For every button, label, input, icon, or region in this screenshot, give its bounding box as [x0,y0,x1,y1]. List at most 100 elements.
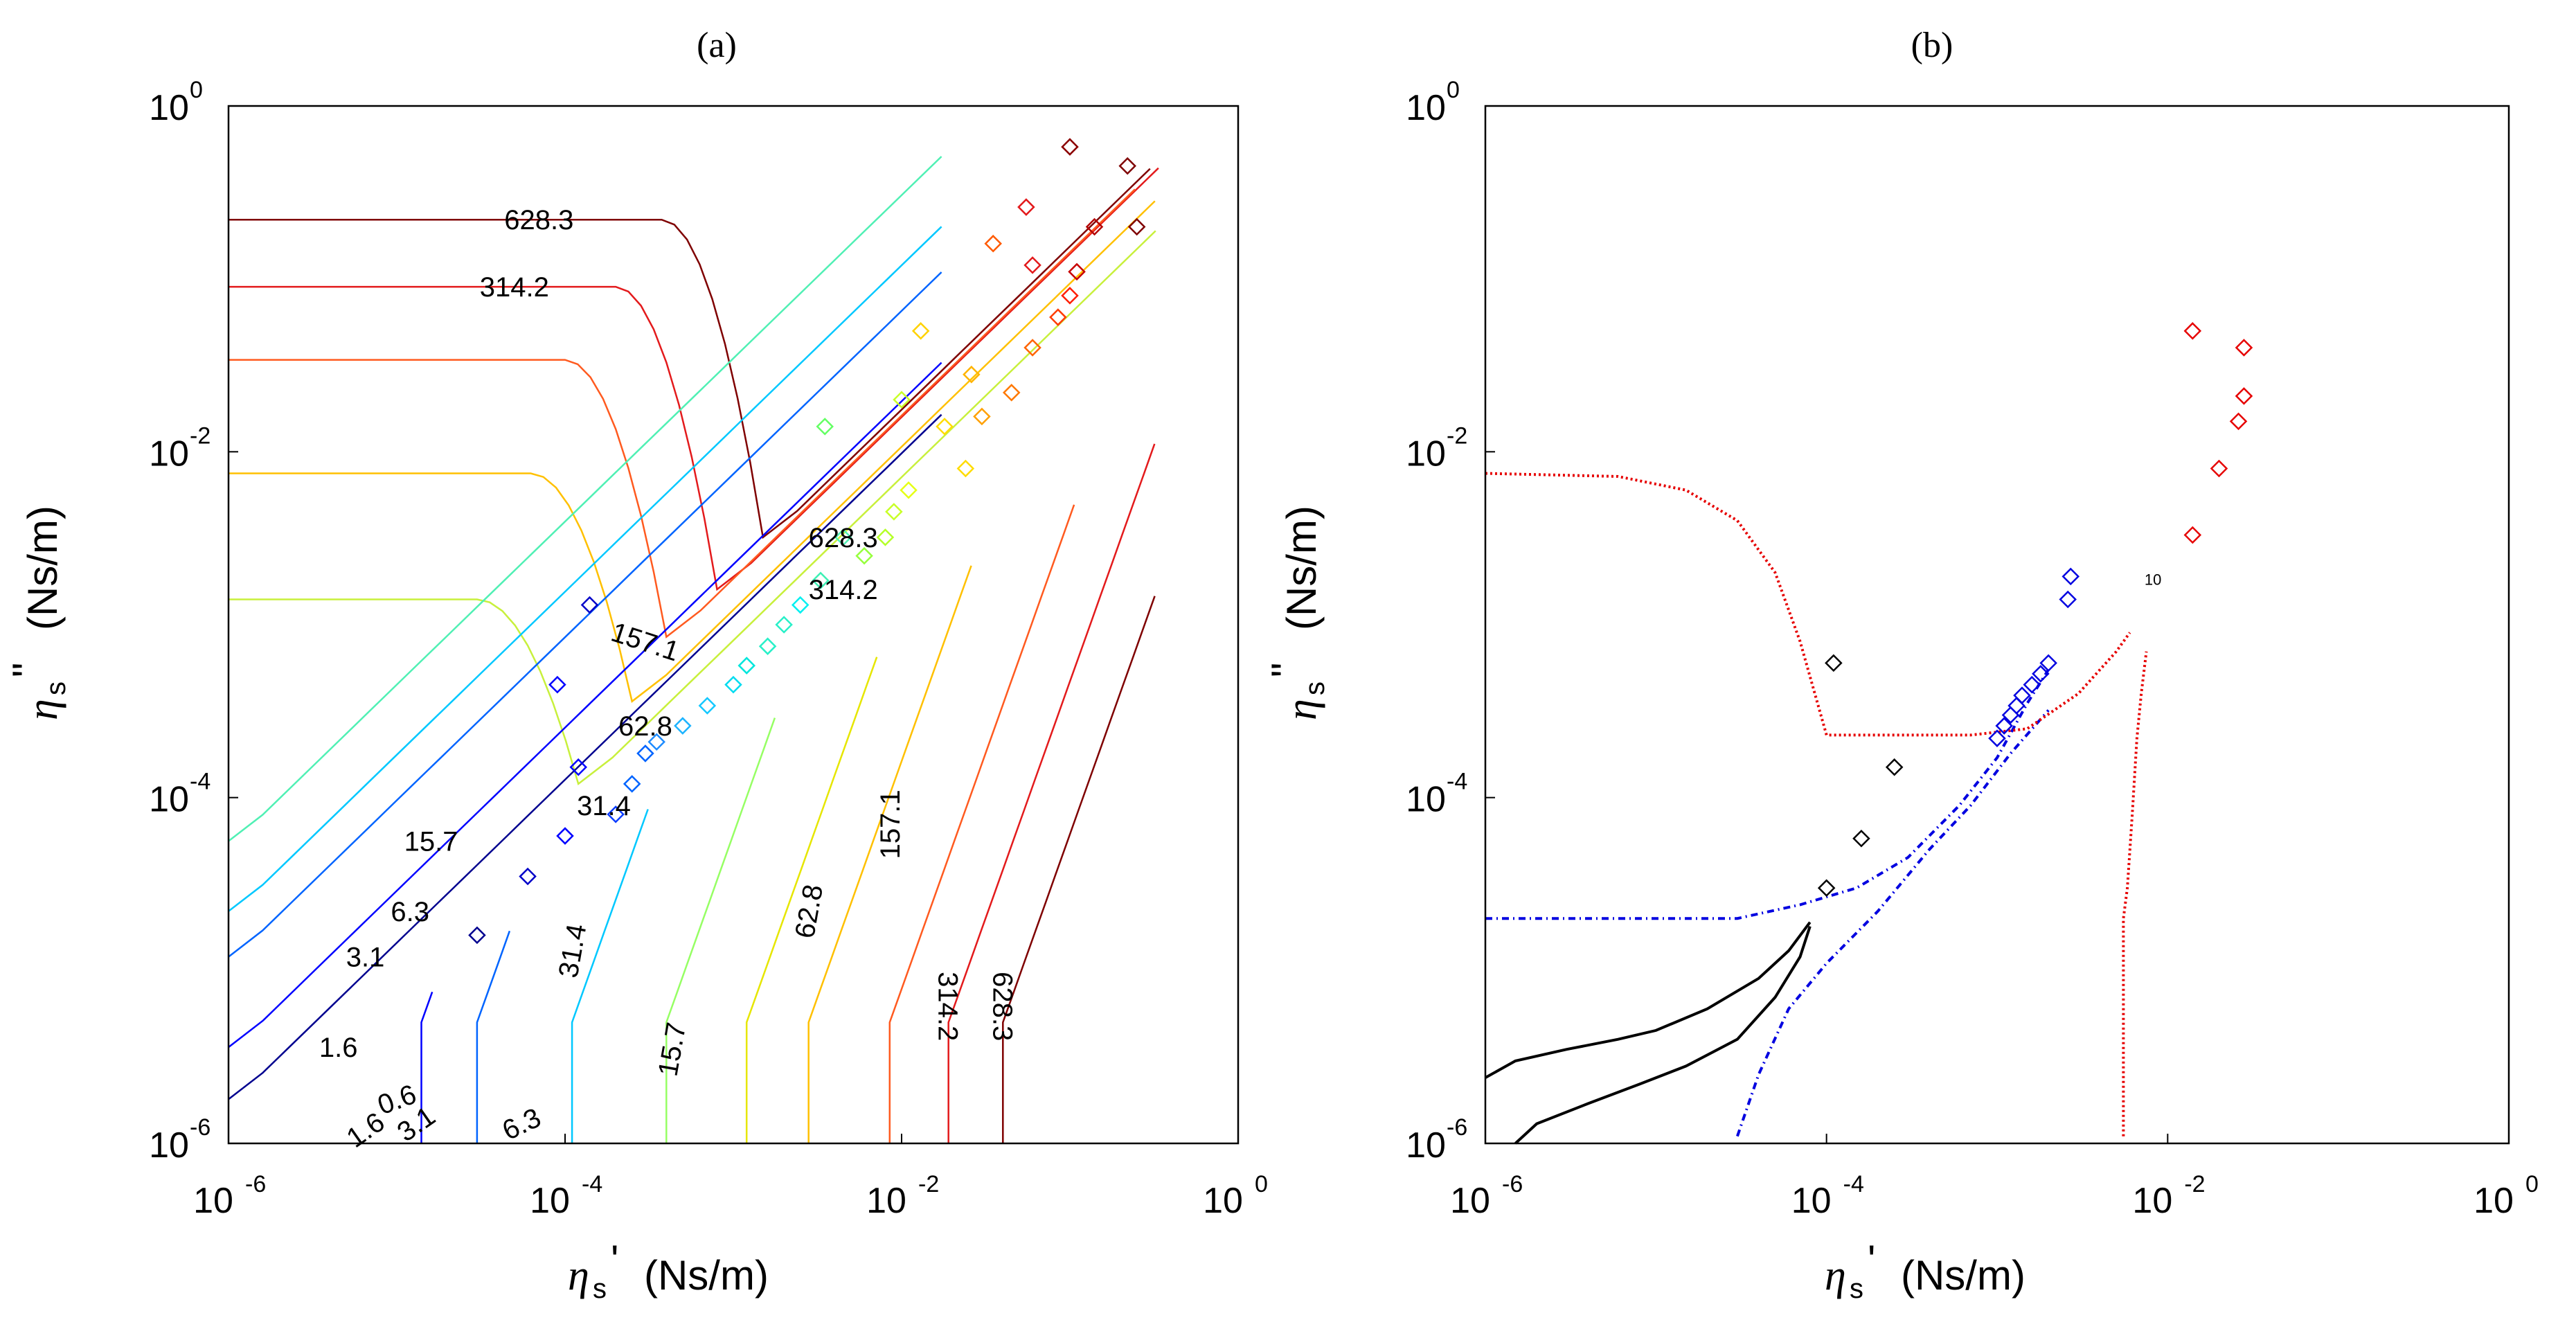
panel-b-xlabel-mark: ' [1868,1237,1875,1283]
contour-label: 6.3 [498,1103,546,1146]
y-tick-exponent: -2 [190,422,211,449]
red-marker [2235,339,2253,357]
black-marker [1852,829,1870,848]
contour-label: 3.1 [346,943,385,973]
contour-label: 157.1 [875,790,906,859]
blue-contour-v [1736,709,2050,1137]
data-marker [900,481,918,499]
contour-line [228,156,942,842]
contour-line [571,809,649,1143]
blue-marker [1988,729,2006,747]
contour-line [229,168,1151,539]
panel-a-title: (a) [697,26,737,65]
data-marker [758,637,777,655]
data-marker [963,365,981,384]
data-marker [885,503,903,521]
panel-b-ticks: 10 -6 10 -4 10 -2 10 010 -610 -410 -210 0 [1406,77,2539,1221]
x-tick-label: 10 [193,1181,233,1221]
red-marker [2183,322,2202,340]
y-tick-label: 10 [1406,88,1446,128]
panel-b-ylabel-sub: s [1300,681,1330,695]
blue-marker [2023,675,2041,694]
x-tick-label: 10 [530,1181,570,1221]
contour-label: 62.8 [618,711,672,742]
contour-label: 1.6 [319,1033,358,1063]
panel-b-ylabel-mark: " [1263,663,1309,677]
x-tick-exponent: -4 [582,1171,602,1197]
panel-a: (a) 628.3 314.2 628.3 314.2 157.1 62.8 31.4 15.… [4,26,1268,1304]
data-marker [698,697,717,715]
data-marker [1068,262,1086,281]
blue-marker [1995,717,2013,735]
data-marker [607,805,625,823]
panel-a-xlabel-sub: s [593,1274,607,1304]
data-marker [737,657,756,675]
data-marker [580,596,599,614]
data-marker [674,717,692,735]
panel-a-xlabel-symbol: η [568,1252,589,1299]
panel-b-x-axis-label: η s ' (Ns/m) [1825,1237,2025,1304]
data-marker [812,571,830,590]
data-marker [569,758,588,776]
black-marker [1817,879,1836,897]
x-tick-exponent: -6 [245,1171,266,1197]
data-marker [1061,287,1079,305]
y-tick-label: 10 [1406,434,1446,474]
data-marker [1002,384,1021,402]
x-tick-exponent: 0 [2525,1171,2539,1197]
panel-b-frame [1484,105,2510,1145]
data-marker [816,418,834,436]
data-marker [1118,157,1136,175]
y-tick-label: 10 [149,88,189,128]
blue-marker [2001,706,2020,724]
data-marker [876,528,895,546]
contour-line [229,200,1156,703]
blue-marker [2032,665,2050,683]
contour-label: 628.3 [987,972,1017,1041]
red-marker [2210,459,2228,478]
contour-label: 6.3 [391,897,429,927]
red-marker [2229,412,2248,431]
y-tick-exponent: 0 [1447,77,1460,103]
panel-b-ylabel-symbol: η [1278,699,1325,720]
data-marker [775,616,793,634]
data-marker [834,528,852,546]
panel-b-ylabel-unit: (Ns/m) [1278,506,1325,630]
data-marker [1017,198,1035,216]
contour-label: 31.4 [553,922,593,980]
data-marker [855,546,873,565]
contour-line [228,226,942,912]
x-tick-label: 10 [866,1181,906,1221]
red-marker [2235,387,2253,405]
blue-marker [2039,654,2057,672]
contour-line [1002,596,1156,1143]
data-marker [623,775,641,793]
data-marker [911,322,930,340]
data-marker [647,733,665,751]
y-tick-exponent: -6 [1447,1114,1467,1141]
black-marker [1885,758,1904,776]
contour-label: 15.7 [652,1020,692,1078]
panel-b: (b) 10 10 -6 10 -4 10 -2 10 010 -610 -410 -210 0 η … [1263,26,2539,1304]
contour-label: 15.7 [404,827,458,857]
red-contour-h [1485,472,2131,737]
red-contour-v [2122,651,2148,1136]
x-tick-exponent: 0 [1255,1171,1268,1197]
x-tick-label: 10 [1450,1181,1490,1221]
black-contour-2 [1514,925,1812,1145]
data-marker [636,744,654,762]
contour-label: 314.2 [480,272,549,303]
panel-a-frame [227,105,1240,1145]
x-tick-label: 10 [2474,1181,2514,1221]
data-marker [519,867,537,886]
panel-b-xlabel-unit: (Ns/m) [1901,1252,2025,1299]
red-marker [2183,526,2202,544]
blue-marker [2059,590,2077,609]
black-marker [1825,654,1843,672]
contour-line [947,443,1156,1143]
contour-line [229,188,1136,639]
contour-label: 314.2 [809,575,878,605]
x-tick-exponent: -2 [2184,1171,2205,1197]
data-marker [1127,217,1146,236]
